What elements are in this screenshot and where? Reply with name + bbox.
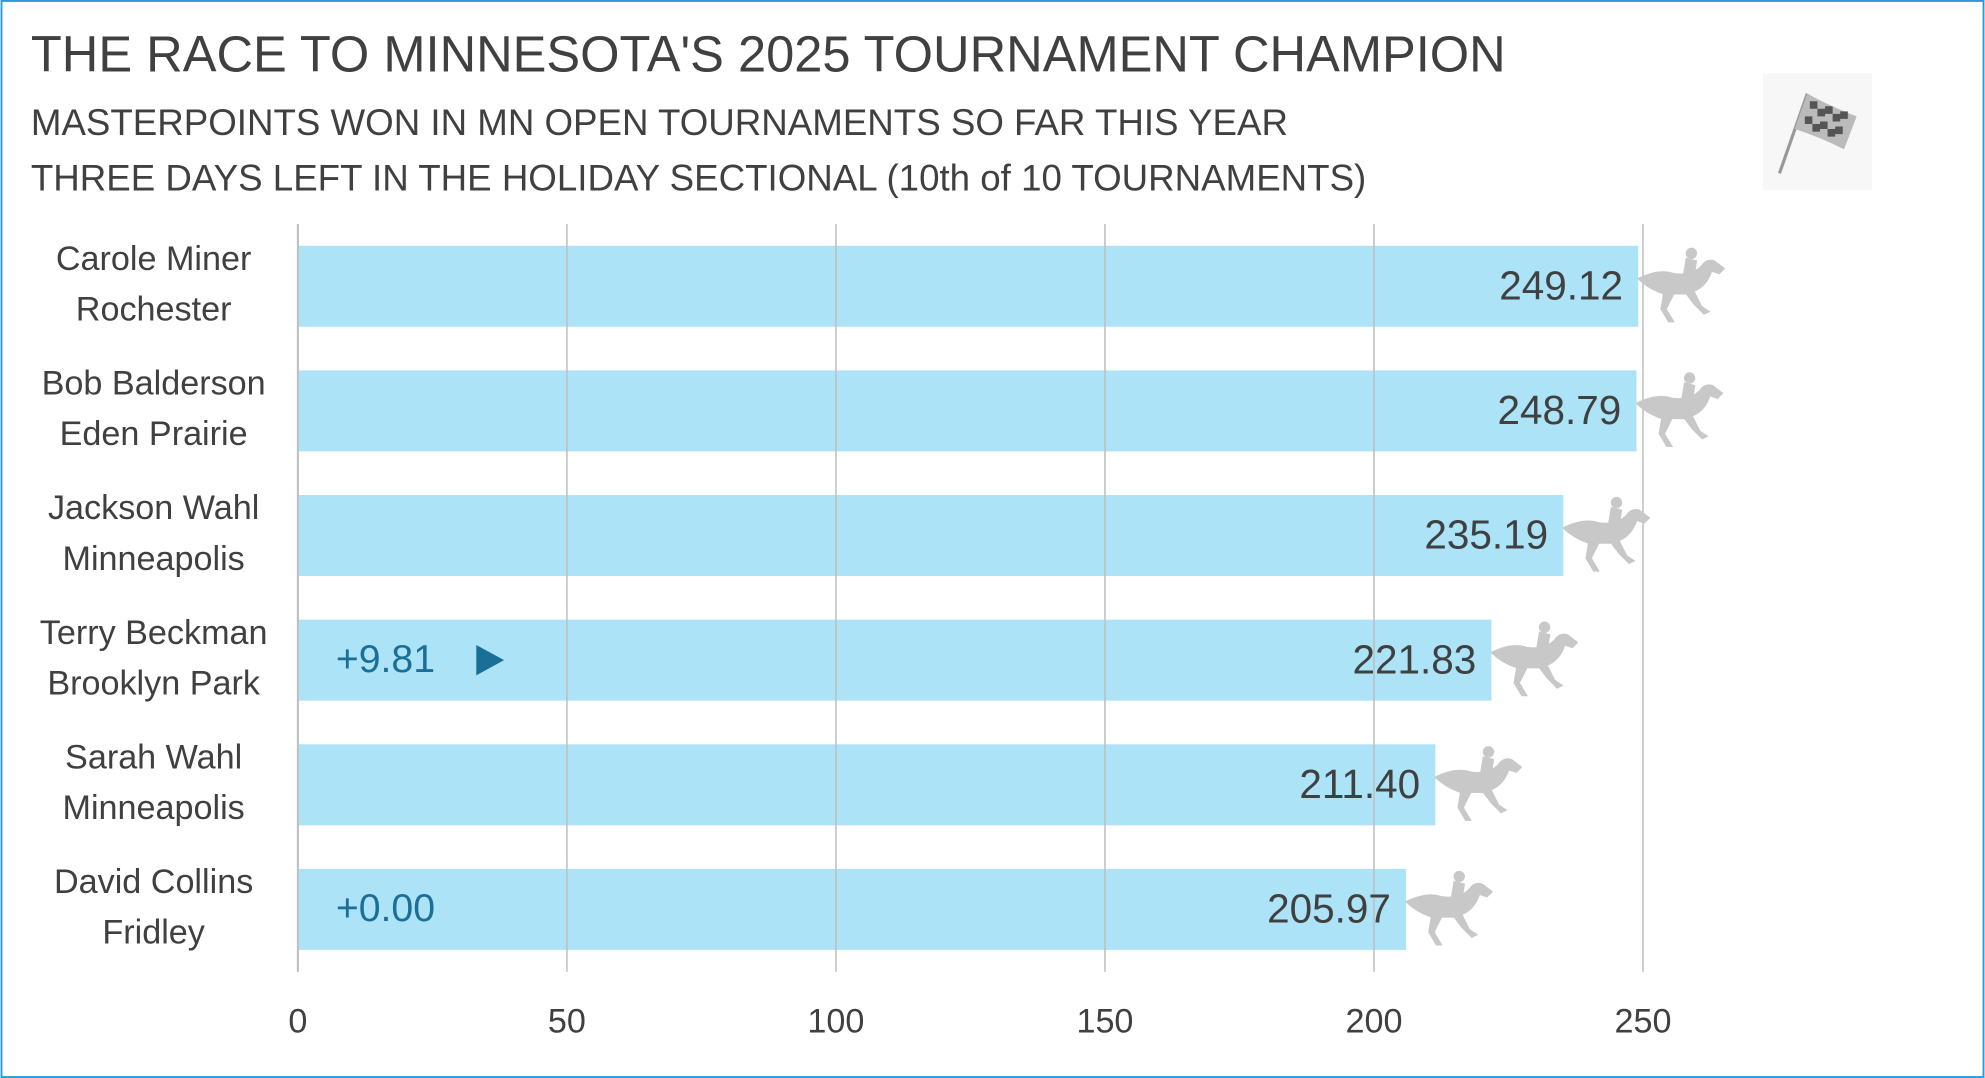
value-label: 205.97 (1267, 886, 1391, 932)
location-label: Brooklyn Park (47, 664, 261, 702)
chart-title: THE RACE TO MINNESOTA'S 2025 TOURNAMENT … (31, 26, 1506, 83)
category-label: Sarah Wahl (65, 739, 242, 777)
horse-body (1490, 633, 1579, 697)
value-label: 248.79 (1498, 387, 1622, 433)
x-tick-label: 0 (288, 1003, 307, 1041)
horse-icon (1562, 496, 1651, 572)
horse-body (1434, 758, 1523, 821)
value-label: 249.12 (1499, 262, 1623, 308)
value-label: 211.40 (1299, 761, 1420, 807)
x-tick-label: 100 (807, 1003, 864, 1041)
horse-body (1405, 882, 1494, 946)
horse-body (1635, 384, 1724, 447)
gain-label: +9.81 (336, 637, 435, 681)
jockey-head (1538, 621, 1551, 633)
bar (297, 370, 1637, 452)
chart-subtitle: MASTERPOINTS WON IN MN OPEN TOURNAMENTS … (31, 102, 1288, 143)
location-label: Fridley (102, 914, 205, 952)
jockey-head (1683, 372, 1696, 384)
jockey-body (1480, 756, 1495, 776)
horse-body (1562, 508, 1651, 572)
category-label: David Collins (54, 863, 253, 901)
horse-icon (1637, 247, 1726, 323)
jockey-head (1685, 247, 1698, 260)
gain-arrow (476, 644, 505, 676)
x-tick-label: 150 (1076, 1003, 1133, 1041)
location-label: Minneapolis (62, 789, 244, 827)
value-label: 235.19 (1424, 512, 1548, 558)
jockey-head (1482, 746, 1495, 758)
jockey-body (1450, 880, 1466, 901)
location-label: Minneapolis (62, 540, 244, 578)
gain-label: +0.00 (336, 886, 435, 930)
x-tick-label: 200 (1345, 1003, 1402, 1041)
horse-icon (1405, 870, 1494, 946)
bar (297, 495, 1564, 577)
location-label: Rochester (76, 291, 232, 329)
category-label: Jackson Wahl (48, 489, 259, 527)
category-label: Terry Beckman (40, 614, 268, 652)
x-tick-label: 250 (1615, 1003, 1672, 1041)
jockey-body (1536, 631, 1551, 651)
location-label: Eden Prairie (60, 415, 248, 453)
jockey-head (1610, 496, 1623, 509)
horse-icon (1635, 372, 1724, 447)
jockey-body (1683, 257, 1698, 277)
jockey-head (1453, 870, 1465, 883)
jockey-body (1608, 506, 1623, 527)
horse-body (1637, 259, 1726, 323)
x-tick-label: 50 (548, 1003, 586, 1041)
flag-icon (1763, 73, 1872, 190)
value-label: 221.83 (1352, 636, 1476, 682)
bar (297, 744, 1436, 826)
category-label: Carole Miner (56, 240, 252, 278)
horse-icon (1490, 621, 1579, 697)
jockey-body (1681, 382, 1696, 402)
bar (297, 245, 1639, 327)
category-label: Bob Balderson (42, 365, 266, 403)
horse-icon (1434, 746, 1523, 821)
chart-subtitle: THREE DAYS LEFT IN THE HOLIDAY SECTIONAL… (31, 158, 1366, 199)
bar (297, 868, 1407, 950)
